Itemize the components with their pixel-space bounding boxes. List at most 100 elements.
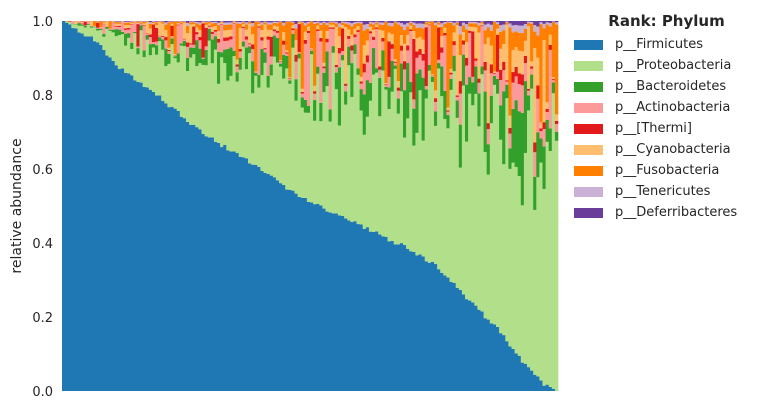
bar-segment: [551, 77, 556, 80]
bar-segment: [517, 32, 522, 51]
bar-segment: [325, 24, 329, 32]
bar-segment: [514, 353, 519, 391]
bar-segment: [452, 55, 457, 72]
bar-segment: [523, 63, 528, 82]
bar-segment: [204, 49, 209, 66]
bar-segment: [545, 22, 550, 25]
bar-segment: [356, 74, 360, 225]
bar-segment: [554, 114, 559, 121]
bar-segment: [381, 21, 385, 23]
bar-segment: [220, 147, 224, 391]
bar-segment: [136, 48, 140, 55]
bar-segment: [294, 23, 298, 29]
bar-segment: [275, 37, 280, 63]
bar-segment: [514, 31, 519, 48]
bar-segment: [486, 37, 491, 124]
bar-segment: [449, 21, 453, 23]
bar-segment: [257, 166, 261, 391]
bar-segment: [341, 54, 345, 61]
bar-segment: [542, 23, 546, 29]
bar-segment: [452, 41, 457, 46]
bar-segment: [93, 41, 97, 391]
bar-segment: [288, 78, 292, 80]
bar-segment: [303, 21, 308, 23]
bar-segment: [269, 56, 274, 65]
bar-segment: [316, 73, 320, 204]
bar-segment: [381, 22, 385, 25]
bar-segment: [499, 80, 503, 106]
bar-segment: [195, 127, 199, 391]
bar-segment: [303, 31, 308, 40]
bar-segment: [238, 22, 243, 24]
bar-segment: [514, 47, 519, 67]
bar-segment: [170, 25, 174, 37]
bar-segment: [124, 21, 128, 22]
bar-segment: [409, 22, 413, 26]
bar-segment: [418, 49, 422, 55]
bar-segment: [127, 73, 131, 391]
bar-segment: [316, 22, 320, 26]
bar-segment: [291, 25, 295, 29]
bar-segment: [303, 22, 308, 26]
bar-segment: [142, 26, 147, 51]
bar-segment: [133, 33, 137, 81]
bar-segment: [539, 24, 543, 123]
bar-segment: [375, 68, 379, 73]
bar-segment: [554, 140, 559, 391]
bar-segment: [471, 82, 475, 106]
bar-segment: [458, 124, 463, 168]
bar-segment: [480, 311, 484, 391]
bar-segment: [406, 26, 410, 35]
bar-segment: [440, 47, 444, 53]
bar-segment: [372, 74, 376, 233]
bar-segment: [288, 83, 292, 190]
bar-segment: [378, 69, 382, 78]
bar-segment: [458, 21, 463, 27]
bar-segment: [331, 52, 336, 214]
bar-segment: [201, 57, 205, 59]
bar-segment: [319, 38, 323, 42]
bar-segment: [390, 48, 395, 61]
bar-segment: [192, 26, 196, 45]
bar-segment: [344, 218, 348, 391]
legend-item: p__Firmicutes: [574, 34, 759, 55]
bar-segment: [294, 40, 298, 55]
bar-segment: [492, 21, 497, 72]
bar-segment: [508, 21, 512, 24]
bar-segment: [375, 22, 379, 25]
legend-label: p__Actinobacteria: [615, 100, 731, 115]
bar-segment: [427, 23, 432, 25]
bar-segment: [412, 21, 416, 23]
bar-segment: [173, 56, 178, 59]
bar-segment: [530, 66, 534, 69]
bar-segment: [238, 21, 243, 23]
bar-segment: [356, 224, 360, 391]
bar-segment: [235, 66, 240, 73]
bar-segment: [331, 21, 336, 23]
bar-segment: [452, 45, 457, 56]
bar-segment: [319, 41, 323, 103]
bar-segment: [117, 22, 122, 24]
bar-segment: [337, 67, 342, 126]
bar-segment: [182, 21, 187, 23]
bar-segment: [461, 54, 466, 86]
bar-segment: [415, 21, 419, 24]
bar-segment: [533, 176, 537, 210]
bar-segment: [489, 24, 494, 31]
bar-segment: [282, 54, 286, 79]
bar-segment: [381, 30, 385, 38]
bar-segment: [421, 256, 426, 391]
bar-segment: [151, 47, 156, 92]
bar-segment: [505, 98, 509, 342]
bar-segment: [213, 21, 218, 23]
bar-segment: [390, 44, 395, 49]
bar-segment: [306, 21, 311, 22]
bar-segment: [300, 197, 305, 391]
legend: Rank: Phylum p__Firmicutes p__Proteobacte…: [574, 12, 759, 223]
bar-segment: [539, 138, 543, 163]
bar-segment: [434, 98, 438, 102]
bar-segment: [365, 21, 370, 24]
bar-segment: [548, 386, 553, 391]
bar-segment: [362, 63, 367, 73]
bar-segment: [477, 78, 481, 83]
